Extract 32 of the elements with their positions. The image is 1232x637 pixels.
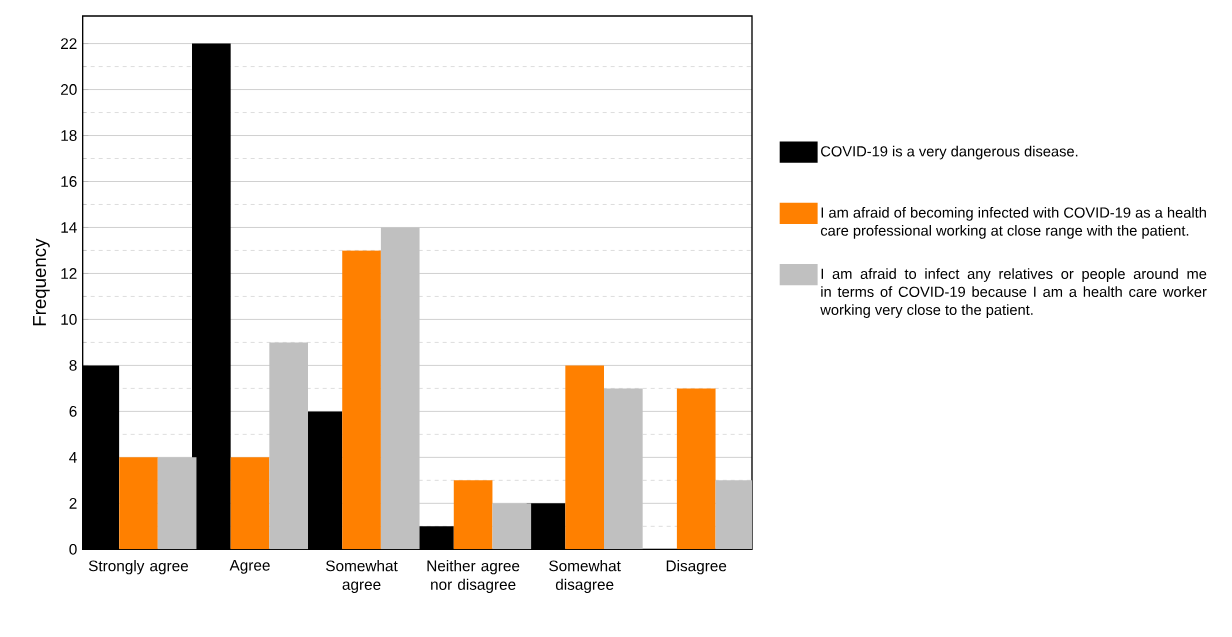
y-tick-label: 2 (69, 497, 77, 509)
bar (230, 457, 270, 550)
y-tick-label: 0 (69, 543, 77, 555)
legend-label: I am afraid to infect any relatives or people around me in terms of COVID-19 because I am a health care worker working very close to the patient. (820, 268, 1207, 318)
bar (380, 227, 420, 550)
y-tick-label: 6 (69, 405, 77, 417)
bar (492, 503, 532, 550)
legend-label: COVID-19 is a very dangerous disease. (821, 145, 1078, 160)
x-tick-label: Somewhat agree (326, 559, 398, 593)
bar (119, 457, 158, 550)
x-tick-label: Agree (229, 559, 270, 574)
bar (342, 250, 381, 550)
y-tick-label: 8 (69, 359, 77, 371)
y-tick-label: 16 (61, 175, 77, 187)
y-tick-label: 20 (61, 83, 77, 95)
y-tick-label: 10 (61, 313, 77, 325)
x-tick-label: Somewhat disagree (549, 559, 621, 593)
x-tick-label: Strongly agree (88, 559, 189, 575)
bar (157, 457, 197, 550)
y-tick-label: 12 (61, 267, 77, 279)
y-tick-label: 14 (61, 222, 77, 233)
y-axis-title: Frequency (33, 238, 50, 326)
x-tick-label: Neither agree nor disagree (427, 559, 520, 593)
legend-label: I am afraid of becoming infected with COVID-19 as a health care professional working at close range with the patient. (820, 206, 1206, 239)
bar (676, 388, 716, 550)
bar (604, 388, 643, 550)
y-tick-label: 18 (61, 129, 77, 141)
y-tick-label: 4 (69, 451, 77, 463)
bar (565, 365, 604, 550)
y-tick-label: 22 (61, 38, 77, 49)
x-tick-label: Disagree (666, 559, 727, 575)
bar (453, 480, 493, 550)
